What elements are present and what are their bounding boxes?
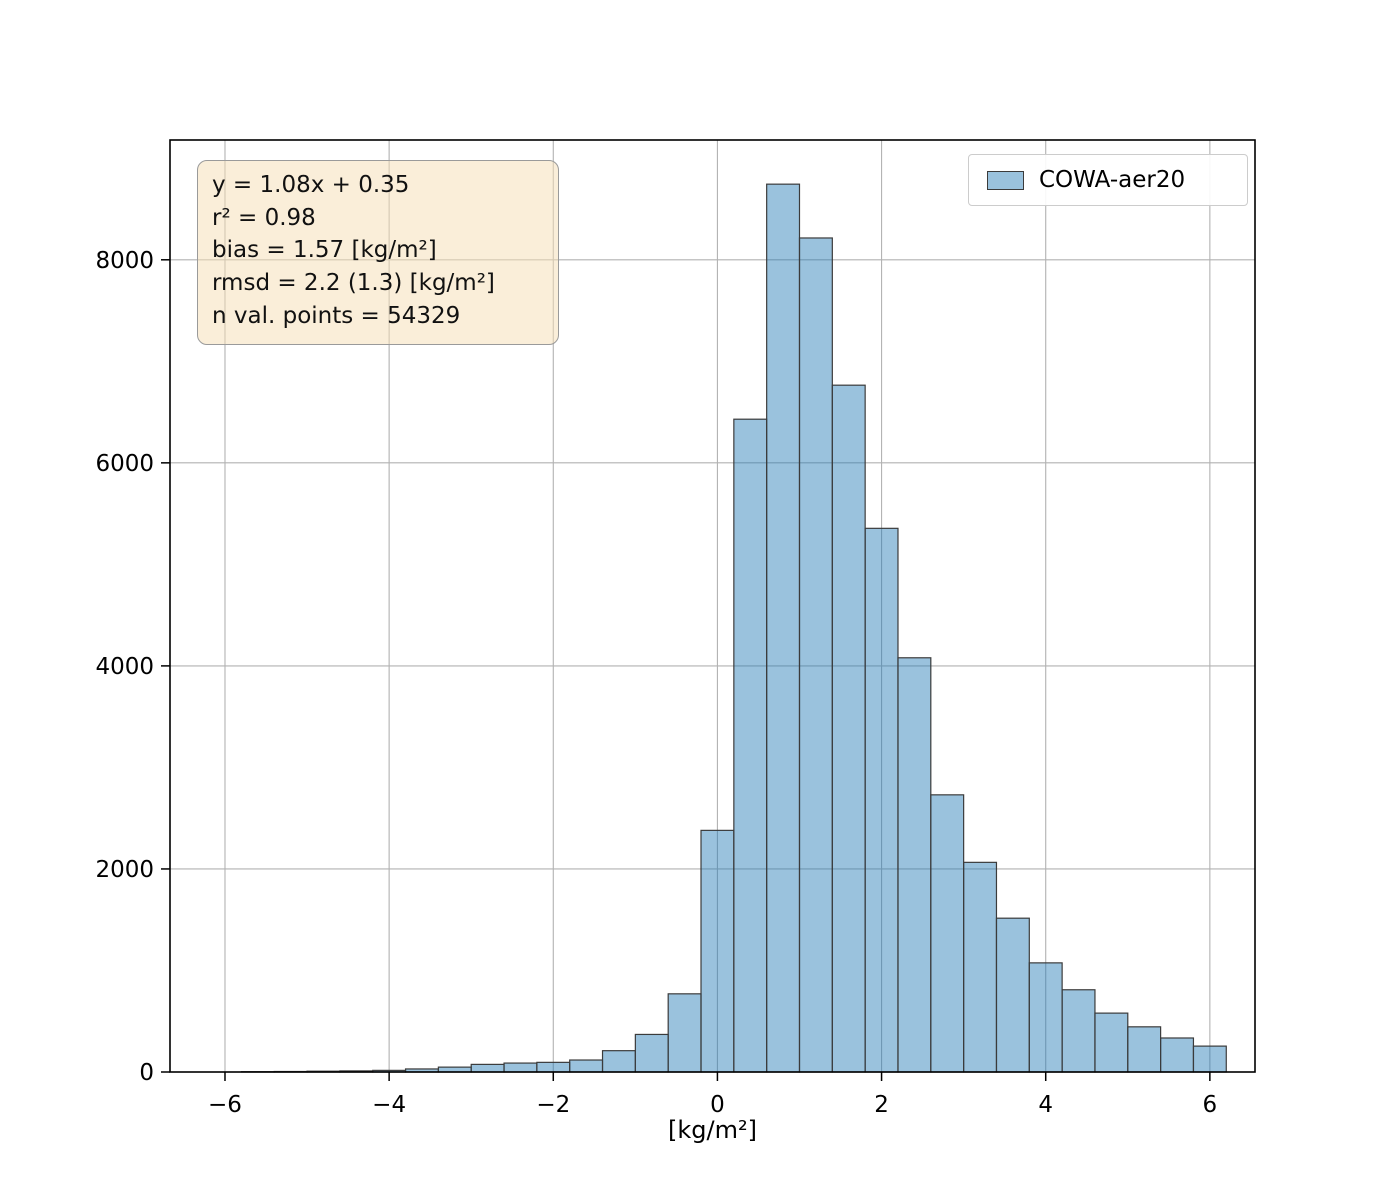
y-tick-label: 8000 [95,248,154,274]
stats-line-rmsd: rmsd = 2.2 (1.3) [kg/m²] [212,269,495,296]
stats-annotation-box: y = 1.08x + 0.35 r² = 0.98 bias = 1.57 [… [197,160,559,346]
x-axis-label: [kg/m²] [668,1116,757,1144]
x-tick-label: 2 [874,1092,889,1118]
x-tick-label: −4 [372,1092,406,1118]
legend-color-patch [987,170,1024,190]
y-tick-label: 0 [139,1060,154,1086]
stats-line-bias: bias = 1.57 [kg/m²] [212,237,437,264]
x-tick-label: −2 [536,1092,570,1118]
axes-frame [169,139,1256,1073]
stats-line-npoints: n val. points = 54329 [212,302,461,329]
x-tick-label: 4 [1038,1092,1053,1118]
stats-line-fit: y = 1.08x + 0.35 [212,172,410,198]
x-tick-label: −6 [208,1092,242,1118]
y-tick-label: 4000 [95,654,154,680]
stats-line-r2: r² = 0.98 [212,204,316,231]
legend: COWA-aer20 [968,154,1248,206]
y-tick-label: 2000 [95,857,154,883]
histogram-bars [240,183,1227,1073]
x-tick-label: 6 [1203,1092,1218,1118]
tick-labels: −6 −4 −2 0 2 4 6 0 2000 4000 6000 8000 [95,248,1217,1118]
y-tick-label: 6000 [95,451,154,477]
legend-label: COWA-aer20 [1039,167,1186,193]
x-tick-label: 0 [710,1092,725,1118]
